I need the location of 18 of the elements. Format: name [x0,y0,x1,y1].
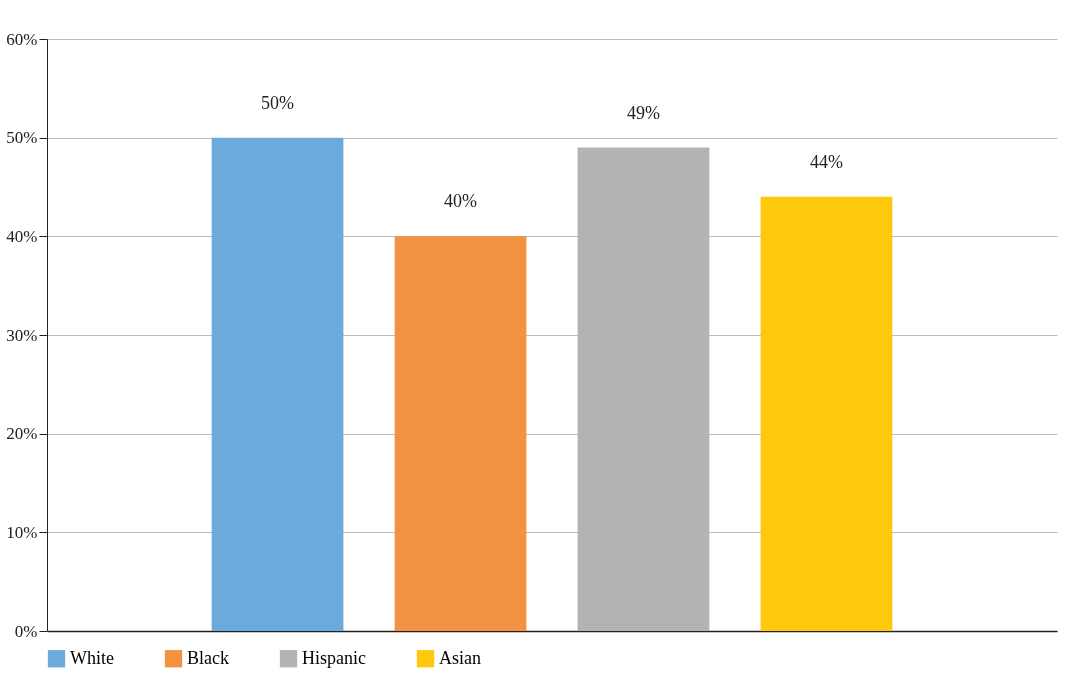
data-label: 49% [626,102,660,123]
legend-label: White [70,647,114,668]
data-label: 44% [809,151,843,172]
bar [760,196,893,631]
data-label: 40% [444,191,478,212]
y-tick-label: 60% [6,29,38,49]
y-tick-label: 20% [6,424,38,444]
bar [394,236,527,631]
y-tick-label: 40% [6,226,38,246]
bar [211,137,344,631]
y-tick-label: 50% [6,128,38,148]
legend-label: Black [187,647,229,668]
y-tick-label: 30% [6,325,38,345]
legend-label: Asian [439,647,481,668]
y-tick-label: 0% [14,621,38,641]
legend-label: Hispanic [302,647,366,668]
y-tick-label: 10% [6,522,38,542]
data-label: 50% [261,92,295,113]
